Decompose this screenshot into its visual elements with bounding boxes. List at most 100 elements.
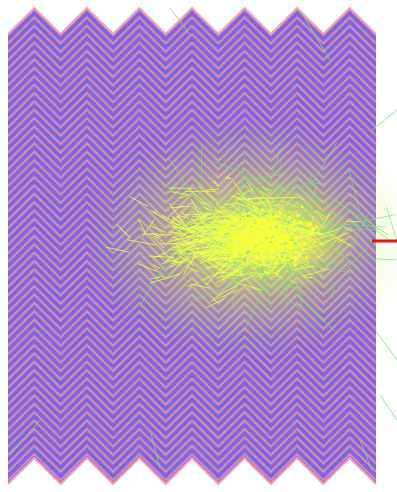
absorber-bottom-edge: [7, 456, 377, 486]
shower-track: [137, 263, 157, 272]
shower-hit: [257, 224, 261, 227]
shower-track: [171, 221, 197, 235]
absorber-stripe: [8, 33, 376, 62]
shower-track: [230, 195, 251, 201]
shower-hit: [272, 243, 275, 246]
shower-hit: [235, 249, 237, 251]
shower-hit: [225, 255, 228, 259]
shower-hit: [287, 235, 291, 239]
shower-hit: [289, 230, 294, 234]
shower-track: [215, 202, 236, 221]
shower-track: [301, 246, 317, 253]
secondary-track: [301, 205, 325, 215]
shower-track: [240, 274, 256, 283]
shower-track: [164, 255, 174, 264]
shower-hit: [271, 237, 275, 242]
absorber-stripe: [8, 70, 376, 100]
shower-hit: [237, 224, 241, 228]
shower-track: [283, 246, 291, 255]
shower-hit: [222, 224, 226, 229]
shower-hit: [268, 255, 272, 259]
shower-hit: [282, 228, 287, 232]
shower-track: [253, 201, 276, 205]
secondary-track: [231, 267, 242, 305]
shower-track: [183, 214, 188, 216]
shower-track: [190, 198, 206, 228]
shower-track: [194, 232, 210, 237]
shower-track: [155, 238, 165, 249]
secondary-track: [331, 281, 336, 297]
shower-track: [259, 256, 277, 261]
shower-track: [217, 209, 237, 218]
shower-track: [185, 236, 204, 243]
shower-track: [213, 262, 228, 266]
shower-track: [276, 263, 286, 273]
shower-hit: [246, 238, 249, 241]
absorber-stripe: [8, 398, 376, 427]
shower-track: [262, 187, 272, 192]
shower-hit: [278, 256, 282, 260]
shower-hit: [260, 236, 264, 240]
shower-hit: [260, 230, 263, 233]
shower-hit: [259, 252, 264, 257]
secondary-track: [352, 212, 370, 246]
shower-track: [235, 196, 265, 201]
shower-track: [151, 234, 162, 238]
shower-track: [249, 272, 262, 275]
shower-track: [137, 218, 147, 234]
shower-track: [221, 243, 244, 269]
shower-track: [321, 232, 349, 245]
shower-hit: [278, 233, 284, 238]
shower-hit: [277, 222, 280, 225]
shower-hit: [273, 214, 279, 219]
shower-hit: [231, 236, 235, 240]
shower-track: [180, 194, 188, 199]
secondary-track: [336, 269, 351, 273]
shower-hit: [279, 247, 285, 252]
shower-track: [198, 256, 225, 274]
shower-hit: [289, 226, 294, 230]
secondary-track: [289, 268, 304, 280]
shower-track: [106, 246, 130, 253]
shower-track: [197, 185, 216, 201]
secondary-track: [310, 175, 333, 245]
shower-hit: [250, 223, 255, 227]
shower-track: [186, 249, 206, 256]
shower-track: [171, 224, 201, 237]
shower-track: [200, 238, 219, 262]
shower-track: [210, 223, 235, 228]
shower-track: [309, 251, 316, 255]
absorber-stripe: [8, 28, 376, 58]
shower-hit: [292, 256, 297, 261]
shower-hit: [278, 212, 282, 216]
shower-track: [186, 213, 210, 216]
shower-hit: [270, 220, 273, 224]
shower-hit: [247, 234, 250, 237]
shower-hit: [259, 225, 264, 230]
secondary-track: [181, 255, 188, 265]
shower-track: [298, 260, 311, 268]
shower-track: [202, 206, 222, 214]
shower-hit: [244, 217, 248, 221]
absorber-stripe: [8, 453, 376, 482]
shower-hit: [218, 229, 223, 235]
shower-hit: [203, 241, 206, 244]
shower-hit: [251, 219, 254, 222]
absorber-stripe: [8, 58, 376, 87]
shower-track: [233, 268, 244, 272]
shower-hit: [292, 220, 297, 225]
shower-hit: [252, 216, 255, 219]
shower-track: [307, 216, 314, 240]
shower-track: [258, 196, 266, 205]
shower-track: [270, 269, 283, 280]
secondary-track: [301, 182, 327, 185]
shower-track: [207, 222, 233, 226]
shower-hit: [244, 213, 247, 215]
shower-track: [224, 175, 229, 179]
shower-track: [255, 268, 275, 278]
shower-track: [219, 237, 233, 240]
shower-track: [161, 252, 181, 264]
shower-track: [152, 264, 161, 269]
shower-track: [305, 240, 312, 245]
shower-hit: [280, 245, 284, 249]
